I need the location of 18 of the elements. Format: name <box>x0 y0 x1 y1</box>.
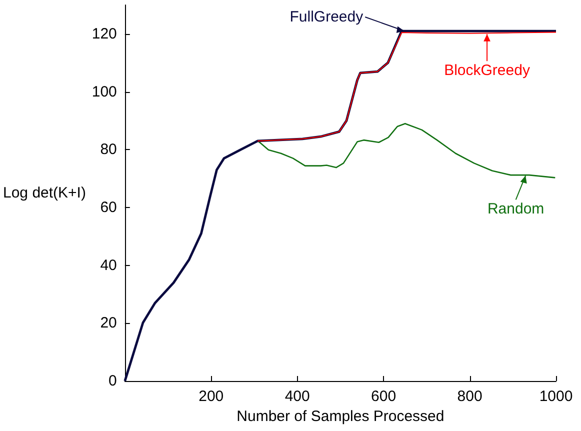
y-tick-label: 80 <box>100 141 117 158</box>
x-tick-label: 200 <box>198 388 224 405</box>
y-tick-label: 40 <box>100 256 117 274</box>
x-tick-label: 600 <box>371 388 396 405</box>
y-tick-label: 100 <box>92 83 117 100</box>
x-tick-label: 400 <box>284 388 310 405</box>
y-tick-label: 20 <box>100 314 117 332</box>
x-tick-label: 800 <box>457 388 482 405</box>
legend-label: BlockGreedy <box>444 62 530 80</box>
x-axis-title: Number of Samples Processed <box>236 408 444 425</box>
y-tick-label: 120 <box>92 25 117 42</box>
legend-label: Random <box>487 200 544 218</box>
x-tick-label: 1000 <box>539 388 573 405</box>
text: FullGreedy <box>290 8 364 26</box>
y-tick-label: 0 <box>108 372 117 390</box>
y-tick-label: 60 <box>100 198 117 216</box>
line-series <box>257 122 556 178</box>
y-axis-title: Log det(K+I) <box>3 184 86 202</box>
